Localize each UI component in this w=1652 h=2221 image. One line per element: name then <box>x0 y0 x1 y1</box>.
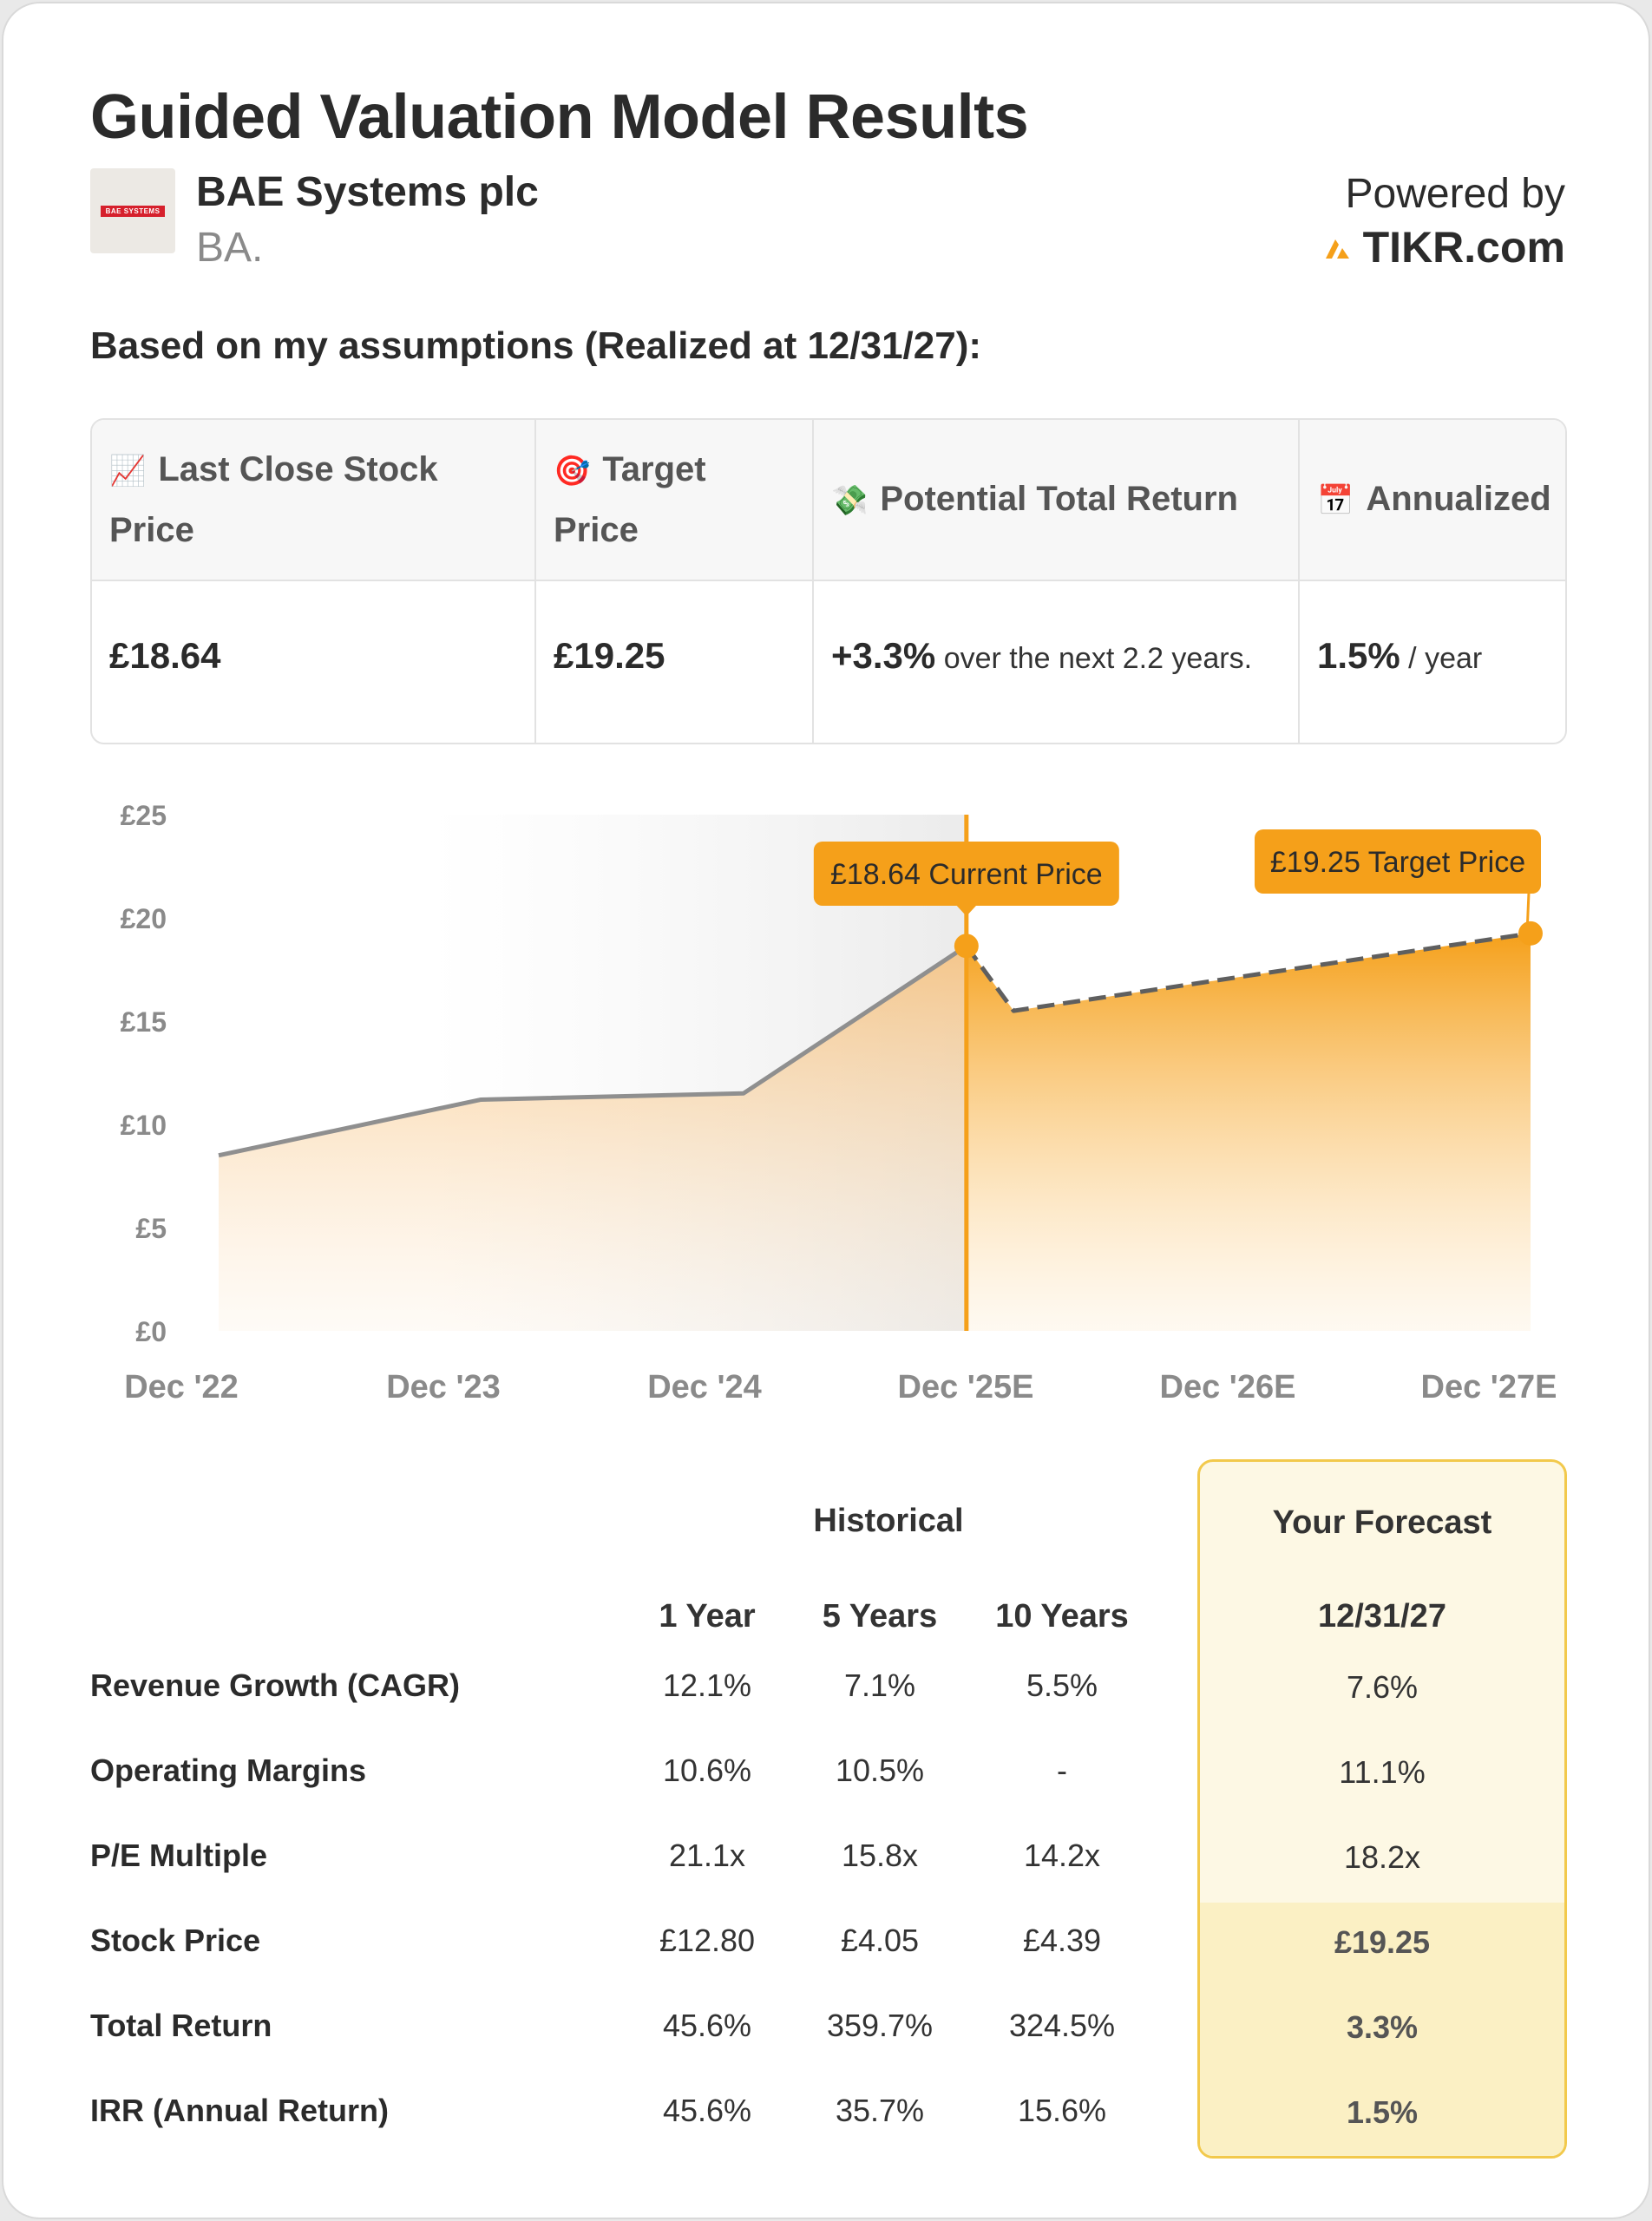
company-name: BAE Systems plc <box>196 169 539 215</box>
stat-target-price: 🎯 Target Price £19.25 <box>536 420 814 743</box>
current-price-tag-pointer <box>955 905 977 916</box>
stat-value: £18.64 <box>109 635 221 676</box>
column-header-1-year: 1 Year <box>659 1598 756 1635</box>
historical-line <box>218 944 968 1158</box>
table-cell: 7.1% <box>843 1667 916 1703</box>
x-tick-label: Dec '26E <box>1160 1369 1296 1405</box>
forecast-line <box>964 931 1531 1013</box>
row-label: IRR (Annual Return) <box>90 2093 389 2128</box>
stat-label: Target Price <box>554 450 706 549</box>
powered-by-label: Powered by <box>1345 171 1565 217</box>
column-header-5-years: 5 Years <box>822 1598 938 1635</box>
stat-suffix: / year <box>1400 642 1483 675</box>
company-logo-mark: BAE SYSTEMS <box>101 206 165 217</box>
calendar-icon: 📅 <box>1317 484 1354 517</box>
y-tick-label: £15 <box>121 1006 167 1038</box>
historical-header: Historical <box>813 1503 964 1539</box>
stat-label: Annualized <box>1366 480 1551 518</box>
price-chart: £0 £5 £10 £15 £20 £25 Dec '22 Dec '23 Dec '24 Dec… <box>121 800 1557 1405</box>
company-ticker: BA. <box>196 225 264 271</box>
y-tick-label: £25 <box>121 800 167 831</box>
x-tick-label: Dec '24 <box>647 1369 762 1405</box>
summary-stats-table: 📈 Last Close Stock Price £18.64 🎯 Target P… <box>90 418 1567 744</box>
current-price-label: £18.64 Current Price <box>830 858 1103 891</box>
y-tick-label: £0 <box>135 1316 167 1347</box>
tikr-brand-text: TIKR.com <box>1362 223 1565 272</box>
chart-increasing-icon: 📈 <box>109 455 147 488</box>
y-tick-label: £5 <box>135 1213 167 1244</box>
table-cell: £4.39 <box>1022 1923 1102 1958</box>
table-cell: - <box>1057 1753 1067 1788</box>
current-price-point <box>954 934 979 959</box>
stat-value: 1.5% <box>1317 635 1400 676</box>
forecast-header: Your Forecast <box>1272 1504 1492 1541</box>
stat-label: Potential Total Return <box>880 480 1238 518</box>
target-price-point <box>1518 921 1543 946</box>
target-icon: 🎯 <box>554 455 591 488</box>
forecast-cell: 18.2x <box>1343 1839 1421 1875</box>
page-title: Guided Valuation Model Results <box>90 82 1029 152</box>
forecast-cell: 7.6% <box>1346 1669 1419 1705</box>
table-cell: 21.1x <box>668 1838 746 1873</box>
table-cell: £4.05 <box>840 1923 920 1958</box>
table-cell: 10.5% <box>835 1753 925 1788</box>
assumptions-heading: Based on my assumptions (Realized at 12/… <box>90 324 982 367</box>
x-tick-label: Dec '27E <box>1421 1369 1557 1405</box>
company-logo: BAE SYSTEMS <box>90 168 175 253</box>
row-label: P/E Multiple <box>90 1838 268 1873</box>
row-label: Total Return <box>90 2008 272 2043</box>
table-cell: 14.2x <box>1023 1838 1101 1873</box>
table-cell: £12.80 <box>659 1923 756 1958</box>
forecast-area <box>966 933 1531 1331</box>
column-header-10-years: 10 Years <box>995 1598 1129 1635</box>
x-tick-label: Dec '22 <box>124 1369 239 1405</box>
x-tick-label: Dec '25E <box>898 1369 1034 1405</box>
forecast-cell: 3.3% <box>1346 2009 1419 2045</box>
stat-value: +3.3% <box>831 635 936 676</box>
current-price-tag <box>813 842 1119 906</box>
forecast-column-box <box>1197 1459 1567 2159</box>
table-cell: 35.7% <box>835 2093 925 2128</box>
forecast-cell: £19.25 <box>1334 1924 1431 1960</box>
target-price-tag <box>1255 829 1541 894</box>
table-cell: 5.5% <box>1026 1667 1098 1703</box>
table-cell: 12.1% <box>662 1667 752 1703</box>
table-cell: 15.8x <box>841 1838 919 1873</box>
stat-annualized: 📅 Annualized 1.5% / year <box>1300 420 1565 743</box>
forecast-cell: 1.5% <box>1346 2094 1419 2130</box>
x-tick-label: Dec '23 <box>386 1369 501 1405</box>
table-cell: 45.6% <box>662 2093 752 2128</box>
historical-area <box>219 946 967 1331</box>
comparison-table: Historical Your Forecast 1 Year 5 Years … <box>3 1452 1649 2172</box>
tikr-brand-link[interactable]: TIKR.com <box>1323 222 1565 272</box>
table-cell: 359.7% <box>826 2008 934 2043</box>
table-cell: 10.6% <box>662 1753 752 1788</box>
table-cell: 324.5% <box>1008 2008 1116 2043</box>
table-cell: 15.6% <box>1017 2093 1107 2128</box>
stat-label: Last Close Stock Price <box>109 450 438 549</box>
row-label: Revenue Growth (CAGR) <box>90 1667 461 1703</box>
row-label: Stock Price <box>90 1923 261 1958</box>
column-header-forecast-date: 12/31/27 <box>1318 1598 1446 1635</box>
stat-total-return: 💸 Potential Total Return +3.3% over the n… <box>814 420 1300 743</box>
stat-value: £19.25 <box>554 635 665 676</box>
money-wings-icon: 💸 <box>831 484 869 517</box>
row-label: Operating Margins <box>90 1753 367 1788</box>
target-price-label: £19.25 Target Price <box>1270 846 1525 879</box>
stat-last-close: 📈 Last Close Stock Price £18.64 <box>92 420 536 743</box>
tikr-logo-icon <box>1325 239 1349 259</box>
forecast-cell: 11.1% <box>1339 1754 1426 1790</box>
table-cell: 45.6% <box>662 2008 752 2043</box>
stat-suffix: over the next 2.2 years. <box>935 642 1253 675</box>
y-tick-label: £20 <box>121 903 167 934</box>
y-tick-label: £10 <box>121 1110 167 1141</box>
